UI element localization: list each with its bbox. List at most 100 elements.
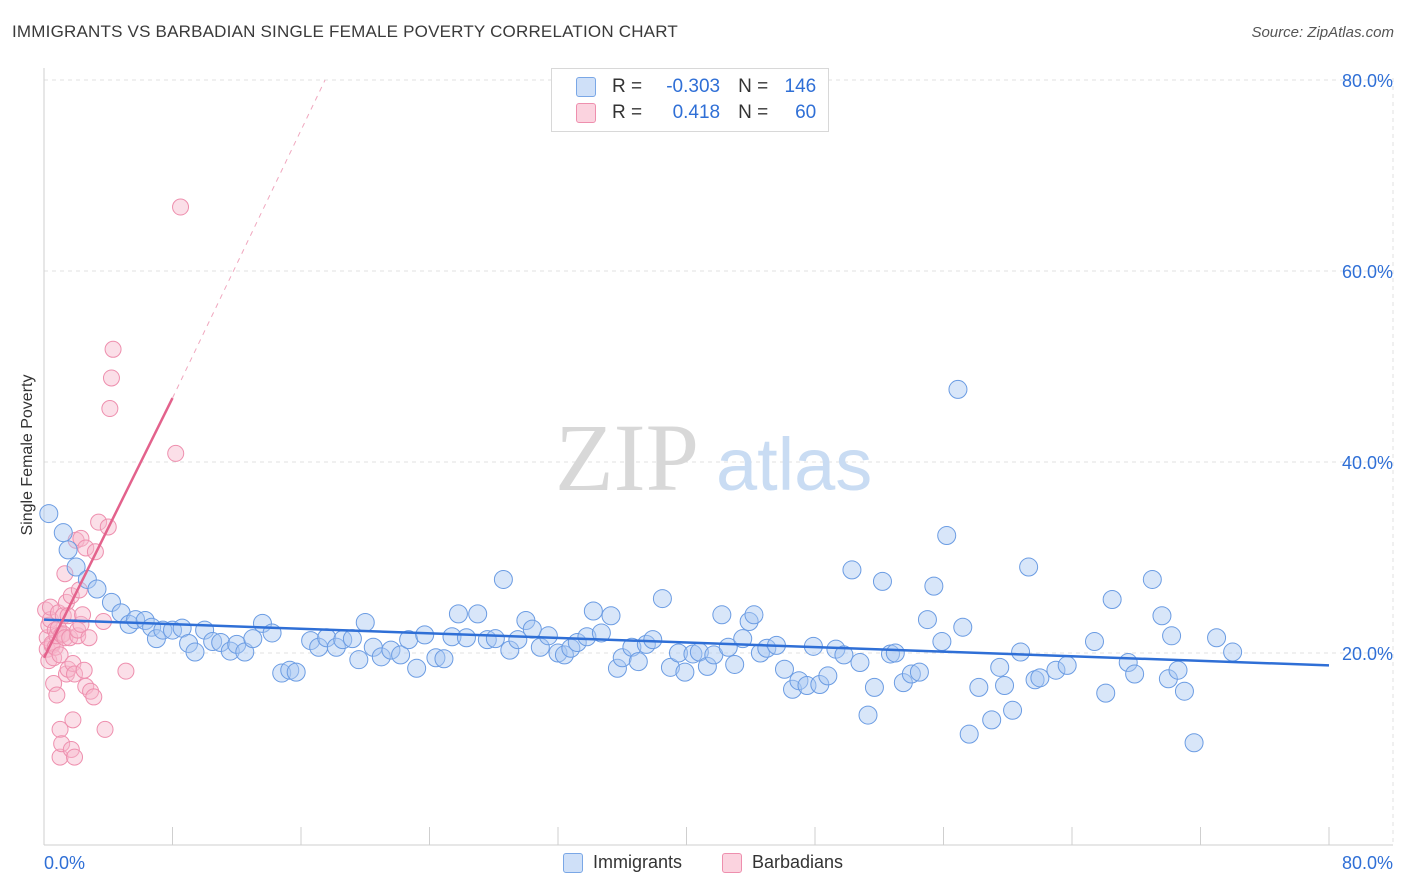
barbadians-point [72, 529, 90, 547]
immigrants-point [548, 643, 568, 663]
watermark: ZIP atlas [555, 404, 872, 511]
immigrants-point [1102, 590, 1122, 610]
barbadians-point [74, 606, 92, 624]
immigrants-point [371, 647, 391, 667]
y-tick-label: 20.0% [1342, 644, 1393, 664]
immigrants-point [683, 644, 703, 664]
immigrants-point [355, 612, 375, 632]
immigrants-point [885, 643, 905, 663]
immigrants-point [583, 601, 603, 621]
immigrants-point [58, 540, 78, 560]
immigrants-point [675, 662, 695, 682]
immigrants-point [842, 560, 862, 580]
immigrants-point [87, 579, 107, 599]
immigrants-swatch [576, 77, 596, 97]
barbadians-point [66, 748, 84, 766]
n-value: 146 [784, 76, 817, 97]
immigrants-point [426, 648, 446, 668]
chart-title: IMMIGRANTS VS BARBADIAN SINGLE FEMALE PO… [12, 22, 678, 41]
barbadians-point [82, 682, 100, 700]
immigrants-point [1142, 569, 1162, 589]
barbadians-point [80, 629, 98, 647]
immigrants-point [434, 649, 454, 669]
trend-lines [42, 79, 1330, 667]
immigrants-point [932, 632, 952, 652]
series-legend: Immigrants Barbadians [0, 852, 1406, 873]
immigrants-point [243, 629, 263, 649]
barbadians-point [90, 513, 108, 531]
r-label: R = [612, 76, 643, 97]
immigrants-point [280, 660, 300, 680]
immigrants-point [1084, 632, 1104, 652]
immigrants-point [1096, 683, 1116, 703]
immigrants-point [342, 629, 362, 649]
immigrants-point [39, 504, 59, 524]
barbadians-point [51, 646, 69, 664]
immigrants-point [953, 617, 973, 637]
immigrants-point [739, 611, 759, 631]
barbadians-trend-extension [172, 79, 326, 399]
immigrants-point [622, 637, 642, 657]
immigrants-point [493, 569, 513, 589]
immigrants-point [712, 605, 732, 625]
immigrants-point [995, 675, 1015, 695]
immigrants-point [872, 571, 892, 591]
barbadians-points [37, 198, 190, 766]
immigrants-point [468, 604, 488, 624]
barbadians-point [172, 198, 190, 216]
barbadians-point [75, 661, 93, 679]
barbadians-point [45, 675, 63, 693]
barbadians-point [104, 340, 122, 358]
barbadians-point [66, 665, 84, 683]
n-label: N = [738, 102, 769, 123]
immigrants-point [948, 379, 968, 399]
immigrants-point [1152, 606, 1172, 626]
immigrants-point [1162, 626, 1182, 646]
barbadians-point [117, 662, 135, 680]
legend-item-immigrants[interactable]: Immigrants [562, 852, 682, 873]
immigrants-point [697, 656, 717, 676]
legend-item-barbadians[interactable]: Barbadians [721, 852, 843, 873]
tick-labels: 20.0% 40.0% 60.0% 80.0% 0.0% 80.0% [44, 71, 1393, 873]
y-tick-label: 40.0% [1342, 453, 1393, 473]
legend-row-barbadians: R = 0.418 N = 60 [576, 101, 816, 125]
immigrants-point [1046, 660, 1066, 680]
barbadians-trend-line [42, 397, 174, 659]
immigrants-point [577, 627, 597, 647]
immigrants-point [858, 705, 878, 725]
immigrants-point [301, 631, 321, 651]
immigrants-point [924, 576, 944, 596]
immigrants-point [864, 677, 884, 697]
immigrants-point [1019, 557, 1039, 577]
n-label: N = [738, 76, 769, 97]
barbadians-point [101, 400, 119, 418]
immigrants-point [448, 604, 468, 624]
immigrants-point [1174, 681, 1194, 701]
immigrants-point [185, 642, 205, 662]
immigrants-point [612, 648, 632, 668]
immigrants-point [1184, 733, 1204, 753]
immigrants-point [774, 659, 794, 679]
barbadians-point [96, 720, 114, 738]
immigrants-point [643, 630, 663, 650]
immigrants-point [607, 658, 627, 678]
immigrants-point [660, 657, 680, 677]
immigrants-point [407, 658, 427, 678]
legend-row-immigrants: R = -0.303 N = 146 [576, 75, 816, 99]
immigrants-point [628, 652, 648, 672]
immigrants-point [937, 526, 957, 546]
immigrants-point [1030, 668, 1050, 688]
immigrants-point [538, 626, 558, 646]
legend-label: Immigrants [592, 852, 682, 872]
immigrants-point [901, 664, 921, 684]
barbadians-point [56, 629, 74, 647]
immigrants-point [442, 627, 462, 647]
barbadians-swatch [721, 852, 742, 873]
x-tick-label: 80.0% [1342, 853, 1393, 873]
correlation-legend: R = -0.303 N = 146 R = 0.418 N = 60 [551, 68, 829, 132]
watermark-zip: ZIP [555, 404, 699, 511]
immigrants-point [415, 625, 435, 645]
immigrants-point [818, 666, 838, 686]
y-tick-label: 80.0% [1342, 71, 1393, 91]
immigrants-point [990, 657, 1010, 677]
